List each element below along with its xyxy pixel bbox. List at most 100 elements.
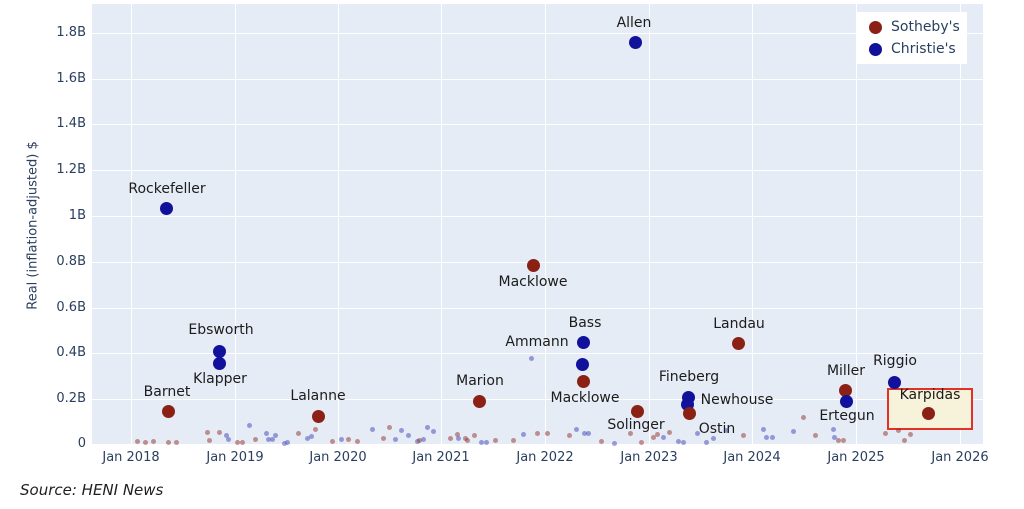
data-point-klapper[interactable] xyxy=(212,356,226,370)
data-point-small[interactable] xyxy=(455,435,461,441)
data-point-small[interactable] xyxy=(723,427,729,433)
data-point-small[interactable] xyxy=(585,430,591,436)
data-point-small[interactable] xyxy=(660,434,666,440)
data-point-small[interactable] xyxy=(483,439,489,445)
data-point-small[interactable] xyxy=(710,435,716,441)
data-point-small[interactable] xyxy=(638,439,644,445)
data-point-small[interactable] xyxy=(471,432,477,438)
data-point-small[interactable] xyxy=(694,430,700,436)
data-point-small[interactable] xyxy=(763,434,769,440)
data-point-small[interactable] xyxy=(424,424,430,430)
data-point-small[interactable] xyxy=(901,437,907,443)
data-point-small[interactable] xyxy=(800,414,806,420)
data-point-small[interactable] xyxy=(165,439,171,445)
data-point-small[interactable] xyxy=(234,439,240,445)
data-point-small[interactable] xyxy=(675,438,681,444)
data-point-small[interactable] xyxy=(295,430,301,436)
data-point-small[interactable] xyxy=(907,431,913,437)
data-point-small[interactable] xyxy=(528,355,534,361)
data-point-rockefeller[interactable] xyxy=(159,201,173,215)
data-point-small[interactable] xyxy=(416,437,422,443)
data-point-small[interactable] xyxy=(840,437,846,443)
data-point-small[interactable] xyxy=(223,432,229,438)
data-point-small[interactable] xyxy=(246,422,252,428)
data-point-small[interactable] xyxy=(386,424,392,430)
data-point-small[interactable] xyxy=(405,432,411,438)
data-point-riggio[interactable] xyxy=(887,375,901,389)
data-point-lalanne[interactable] xyxy=(311,409,325,423)
data-point-small[interactable] xyxy=(216,429,222,435)
data-point-small[interactable] xyxy=(398,427,404,433)
data-point-small[interactable] xyxy=(534,430,540,436)
data-point-small[interactable] xyxy=(895,427,901,433)
data-point-small[interactable] xyxy=(703,439,709,445)
data-point-small[interactable] xyxy=(680,439,686,445)
data-point-small[interactable] xyxy=(263,430,269,436)
data-point-solinger[interactable] xyxy=(630,404,644,418)
data-point-small[interactable] xyxy=(142,439,148,445)
data-point-small[interactable] xyxy=(740,432,746,438)
data-point-small[interactable] xyxy=(252,436,258,442)
data-point-small[interactable] xyxy=(464,437,470,443)
data-point-small[interactable] xyxy=(308,433,314,439)
data-point-small[interactable] xyxy=(369,426,375,432)
data-point-small[interactable] xyxy=(598,438,604,444)
data-point-small[interactable] xyxy=(420,436,426,442)
data-point-small[interactable] xyxy=(134,438,140,444)
data-point-small[interactable] xyxy=(654,431,660,437)
data-point-small[interactable] xyxy=(239,439,245,445)
data-point-small[interactable] xyxy=(204,429,210,435)
data-point-ertegun[interactable] xyxy=(839,394,853,408)
data-point-miller[interactable] xyxy=(838,383,852,397)
data-point-small[interactable] xyxy=(329,438,335,444)
data-point-small[interactable] xyxy=(430,428,436,434)
data-point-small[interactable] xyxy=(566,432,572,438)
data-point-small[interactable] xyxy=(812,432,818,438)
data-point-small[interactable] xyxy=(338,436,344,442)
data-point-small[interactable] xyxy=(225,436,231,442)
data-point-small[interactable] xyxy=(830,426,836,432)
data-point-small[interactable] xyxy=(269,436,275,442)
legend-item-christies[interactable]: Christie's xyxy=(857,38,967,60)
data-point-small[interactable] xyxy=(478,439,484,445)
data-point-small[interactable] xyxy=(520,431,526,437)
data-point-small[interactable] xyxy=(650,434,656,440)
data-point-small[interactable] xyxy=(206,437,212,443)
data-point-small[interactable] xyxy=(272,432,278,438)
data-point-marion[interactable] xyxy=(472,394,486,408)
data-point-small[interactable] xyxy=(760,426,766,432)
data-point-macklowe[interactable] xyxy=(526,258,540,272)
data-point-ammann[interactable] xyxy=(575,357,589,371)
data-point-small[interactable] xyxy=(284,439,290,445)
legend-item-sothebys[interactable]: Sotheby's xyxy=(857,16,967,38)
data-point-small[interactable] xyxy=(831,434,837,440)
data-point-small[interactable] xyxy=(581,430,587,436)
data-point-allen[interactable] xyxy=(628,35,642,49)
data-point-small[interactable] xyxy=(573,426,579,432)
data-point-bass[interactable] xyxy=(576,335,590,349)
data-point-small[interactable] xyxy=(150,438,156,444)
data-point-small[interactable] xyxy=(304,435,310,441)
data-point-small[interactable] xyxy=(492,437,498,443)
data-point-small[interactable] xyxy=(447,435,453,441)
data-point-small[interactable] xyxy=(312,426,318,432)
data-point-small[interactable] xyxy=(354,438,360,444)
data-point-ebsworth[interactable] xyxy=(212,344,226,358)
data-point-small[interactable] xyxy=(627,430,633,436)
data-point-landau[interactable] xyxy=(731,336,745,350)
data-point-small[interactable] xyxy=(882,430,888,436)
data-point-small[interactable] xyxy=(265,436,271,442)
data-point-barnet[interactable] xyxy=(161,404,175,418)
data-point-small[interactable] xyxy=(281,440,287,446)
data-point-small[interactable] xyxy=(173,439,179,445)
data-point-karpidas[interactable] xyxy=(921,406,935,420)
data-point-small[interactable] xyxy=(835,437,841,443)
data-point-macklowe[interactable] xyxy=(576,374,590,388)
data-point-small[interactable] xyxy=(790,428,796,434)
data-point-small[interactable] xyxy=(510,437,516,443)
data-point-small[interactable] xyxy=(769,434,775,440)
data-point-small[interactable] xyxy=(380,435,386,441)
data-point-ostin[interactable] xyxy=(682,406,696,420)
data-point-small[interactable] xyxy=(544,430,550,436)
data-point-small[interactable] xyxy=(454,431,460,437)
